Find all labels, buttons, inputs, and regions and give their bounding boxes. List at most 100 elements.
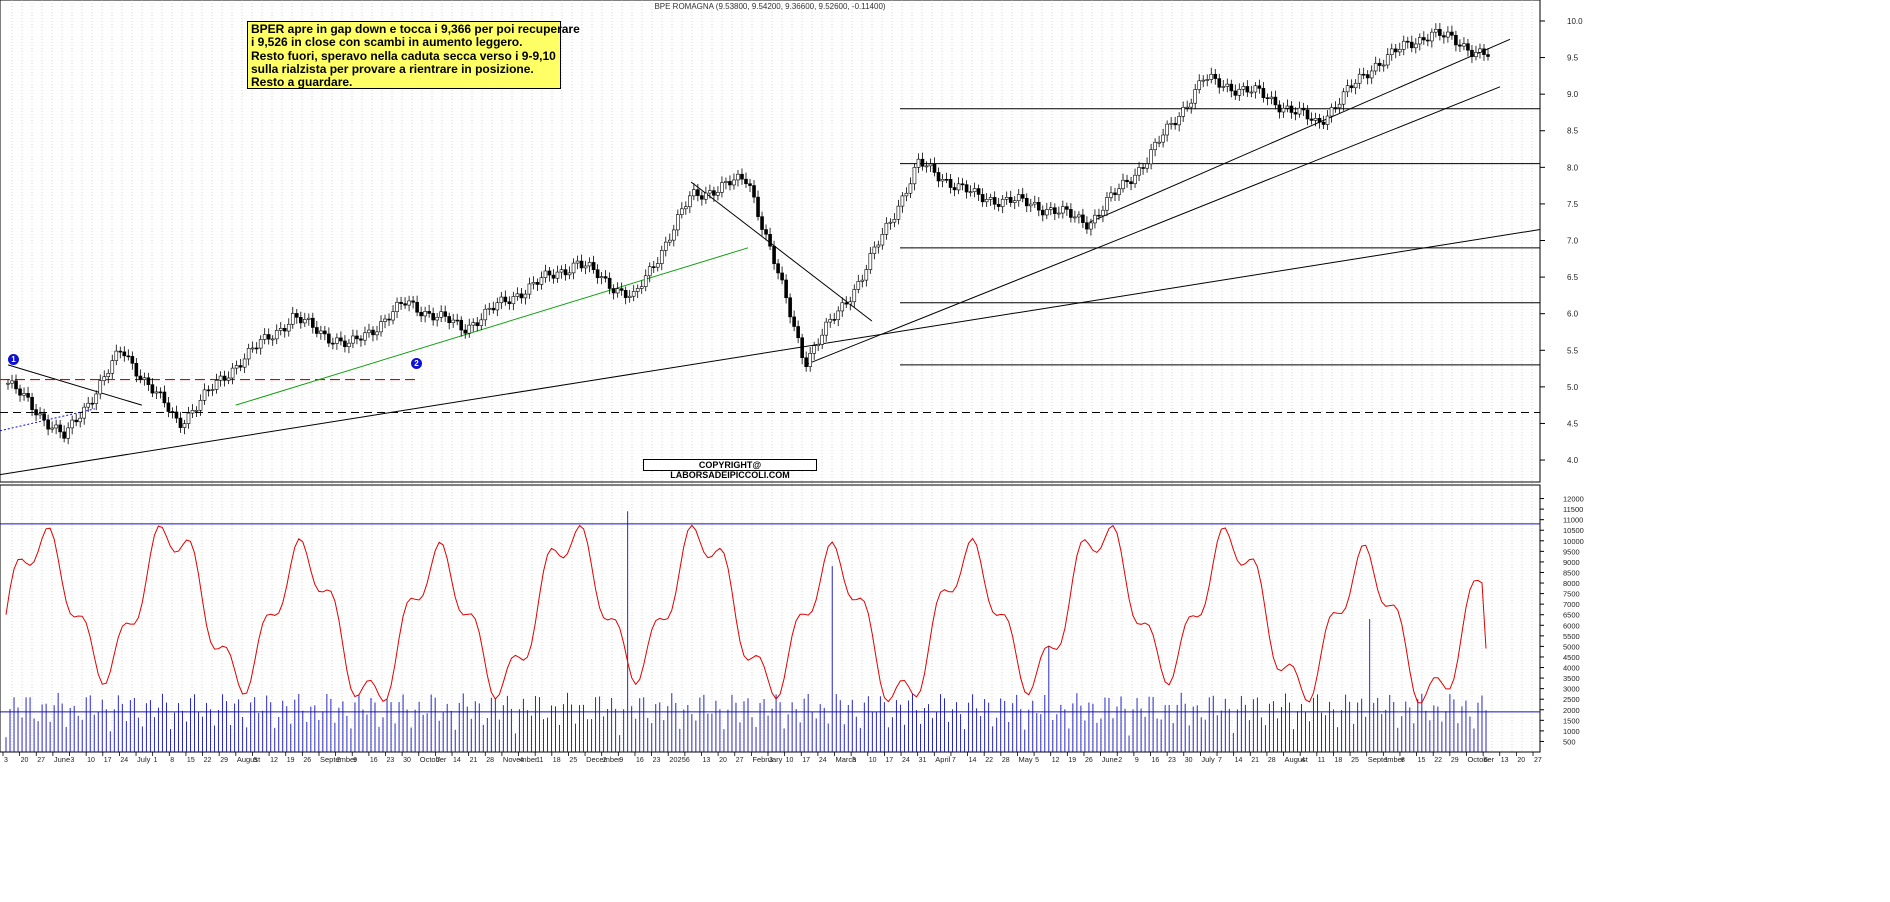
candle-body [499, 296, 504, 304]
candle-body [523, 293, 528, 299]
candle-body [319, 330, 323, 334]
candle-body [720, 182, 724, 193]
candle-body [30, 397, 34, 410]
candle-body [1145, 163, 1149, 169]
candle-body [667, 239, 672, 243]
candle-body [351, 335, 355, 344]
candle-body [515, 293, 520, 297]
x-day-label: 14 [453, 757, 461, 764]
candle-body [1245, 86, 1250, 93]
candle-body [471, 322, 476, 326]
candle-body [483, 308, 488, 321]
x-month-label: 2025 [669, 755, 686, 764]
volume-tick-label: 3500 [1563, 674, 1580, 683]
candle-body [443, 311, 447, 317]
candle-body [138, 375, 143, 380]
candle-body [1233, 90, 1238, 96]
candle-body [900, 195, 905, 207]
candle-body [487, 307, 492, 310]
candle-body [796, 326, 800, 339]
candle-body [1249, 91, 1254, 94]
candle-body [764, 229, 768, 235]
candle-body [1008, 197, 1013, 203]
candle-body [423, 311, 427, 317]
x-day-label: 28 [1268, 757, 1276, 764]
candle-body [848, 301, 853, 305]
candle-body [892, 219, 897, 223]
x-day-label: 17 [802, 757, 810, 764]
candle-body [459, 319, 464, 331]
x-day-label: 2 [337, 757, 341, 764]
candle-body [1024, 197, 1029, 207]
candle-body [944, 179, 949, 181]
candle-body [439, 311, 443, 318]
x-day-label: 4 [1301, 757, 1305, 764]
candle-body [1040, 209, 1045, 216]
candle-body [728, 181, 732, 186]
candle-body [86, 402, 91, 408]
candle-body [1137, 167, 1141, 176]
x-day-label: 10 [786, 757, 794, 764]
candle-body [804, 357, 808, 367]
candle-body [984, 199, 989, 203]
candle-body [146, 377, 151, 385]
x-day-label: 26 [303, 757, 311, 764]
x-day-label: 23 [387, 757, 395, 764]
x-day-label: 17 [885, 757, 893, 764]
volume-tick-label: 1500 [1563, 716, 1580, 725]
candle-body [1361, 73, 1366, 76]
candle-body [38, 413, 42, 416]
candle-body [956, 183, 961, 191]
candle-body [166, 402, 171, 412]
candle-body [307, 317, 311, 320]
candle-body [1065, 206, 1069, 210]
candle-body [1333, 107, 1338, 109]
x-day-label: 8 [170, 757, 174, 764]
x-month-label: August [237, 755, 261, 764]
candle-body [1478, 48, 1482, 53]
candle-body [740, 173, 744, 180]
candle-body [182, 423, 187, 428]
candle-body [1069, 209, 1073, 218]
x-day-label: 11 [1318, 757, 1325, 764]
candle-body [1393, 48, 1398, 53]
x-day-label: 25 [1351, 757, 1359, 764]
candle-body [908, 183, 913, 194]
copyright-label: COPYRIGHT@ LABORSADEIPICCOLI.COM [643, 459, 817, 480]
candle-body [904, 192, 909, 197]
candle-body [198, 400, 203, 411]
volume-tick-label: 6500 [1563, 611, 1580, 620]
candle-body [756, 196, 760, 217]
candle-body [844, 302, 849, 305]
candle-body [1201, 79, 1206, 82]
x-month-label: July [1201, 755, 1215, 764]
volume-tick-label: 11000 [1563, 516, 1583, 525]
candle-body [1470, 49, 1474, 58]
candle-body [455, 319, 460, 322]
x-day-label: 9 [353, 757, 357, 764]
candle-body [1193, 89, 1198, 104]
candle-body [1257, 85, 1262, 89]
candle-body [599, 276, 604, 279]
candle-body [1085, 222, 1089, 230]
x-day-label: 30 [403, 757, 411, 764]
candle-body [303, 319, 307, 324]
candle-body [339, 337, 343, 342]
candle-body [1285, 105, 1290, 109]
candle-body [876, 244, 881, 248]
candle-body [1454, 34, 1458, 46]
candle-body [1418, 37, 1422, 45]
candle-body [130, 356, 135, 364]
candle-body [1101, 209, 1105, 216]
candle-body [1442, 35, 1446, 38]
candle-body [210, 389, 215, 391]
candle-body [992, 197, 997, 205]
oscillator-line [5, 524, 1487, 704]
candle-body [1482, 48, 1486, 55]
candle-body [1450, 31, 1454, 36]
downtrend-line [7, 364, 142, 406]
x-month-label: March [836, 755, 857, 764]
candle-body [928, 163, 933, 167]
candle-body [98, 380, 103, 395]
volume-tick-label: 500 [1563, 737, 1576, 746]
